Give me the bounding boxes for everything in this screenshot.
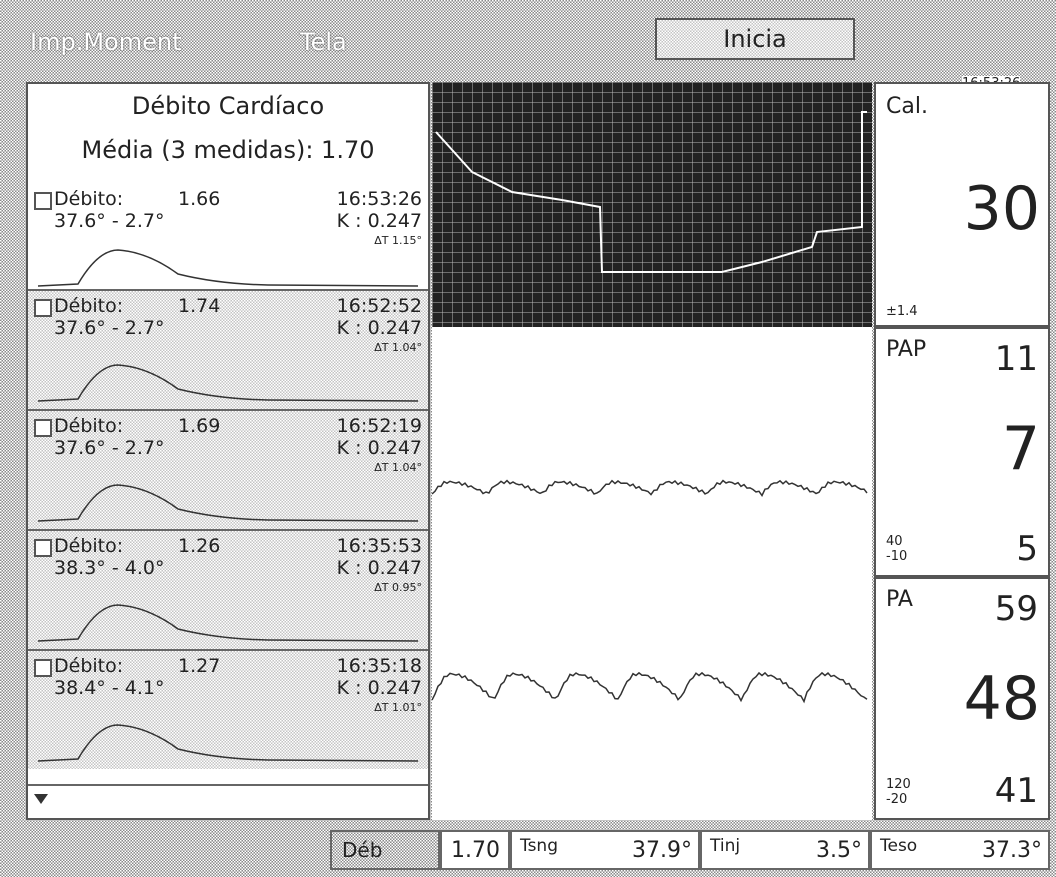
- entry-delta: ΔT 1.04°: [374, 461, 422, 474]
- measurement-entry: Débito: 1.26 16:35:53 38.3° - 4.0° K : 0.247…: [28, 529, 428, 649]
- cardiac-output-panel: Débito Cardíaco Média (3 medidas): 1.70 …: [26, 82, 430, 820]
- vital-label: PAP: [886, 337, 926, 362]
- vital-value: 30: [964, 174, 1040, 244]
- entry-delta: ΔT 0.95°: [374, 581, 422, 594]
- entry-label: Débito:: [54, 415, 123, 437]
- measurement-entry: Débito: 1.27 16:35:18 38.4° - 4.1° K : 0.247…: [28, 649, 428, 769]
- scale-top: 120: [886, 777, 911, 792]
- curve: [38, 485, 418, 521]
- entry-time: 16:35:18: [337, 655, 422, 677]
- vital-label: Cal.: [886, 94, 928, 119]
- pa-panel: PA 59 48 41 120 -20: [874, 577, 1050, 820]
- entry-value: 1.27: [178, 655, 220, 677]
- scroll-bar: [28, 784, 428, 820]
- status-value: 3.5°: [816, 838, 862, 863]
- status-label: Tinj: [710, 836, 740, 856]
- waveform-area: [432, 82, 872, 820]
- status-value: 37.3°: [982, 838, 1042, 863]
- entry-k: K : 0.247: [337, 677, 422, 699]
- entry-label: Débito:: [54, 535, 123, 557]
- status-field: Tsng 37.9°: [510, 830, 700, 870]
- status-value: 1.70: [440, 830, 510, 870]
- systolic: 59: [995, 589, 1038, 629]
- status-field: Tinj 3.5°: [700, 830, 870, 870]
- checkbox: [34, 299, 52, 317]
- start-button[interactable]: Inicia: [655, 18, 855, 60]
- entry-k: K : 0.247: [337, 210, 422, 232]
- thermal-curve-grid: [432, 82, 872, 327]
- thermodilution-curve: [28, 717, 428, 767]
- curve: [38, 605, 418, 641]
- checkbox: [34, 539, 52, 557]
- entry-delta: ΔT 1.01°: [374, 701, 422, 714]
- diastolic: 5: [1016, 529, 1038, 569]
- curve: [38, 250, 418, 286]
- entry-k: K : 0.247: [337, 437, 422, 459]
- entry-k: K : 0.247: [337, 317, 422, 339]
- diastolic: 41: [995, 771, 1038, 811]
- thermodilution-curve: [28, 597, 428, 647]
- thermodilution-curve: [28, 357, 428, 407]
- measurement-entry: Débito: 1.66 16:53:26 37.6° - 2.7° K : 0.247…: [28, 184, 428, 289]
- menu-item[interactable]: Imp.Moment: [30, 28, 181, 56]
- entry-delta: ΔT 1.04°: [374, 341, 422, 354]
- vital-note: ±1.4: [886, 304, 918, 319]
- status-label: Teso: [880, 836, 917, 856]
- entry-value: 1.74: [178, 295, 220, 317]
- status-value: 37.9°: [632, 838, 692, 863]
- entry-value: 1.69: [178, 415, 220, 437]
- entry-label: Débito:: [54, 188, 123, 210]
- curve: [38, 365, 418, 401]
- average: Média (3 medidas): 1.70: [28, 136, 428, 164]
- entry-label: Débito:: [54, 655, 123, 677]
- thermodilution-curve: [28, 477, 428, 527]
- measurement-entry: Débito: 1.74 16:52:52 37.6° - 2.7° K : 0.247…: [28, 289, 428, 409]
- entry-time: 16:52:52: [337, 295, 422, 317]
- scale-bottom: -20: [886, 792, 907, 807]
- checkbox: [34, 419, 52, 437]
- checkbox: [34, 659, 52, 677]
- cal-panel: Cal. 30 ±1.4: [874, 82, 1050, 327]
- scale-bottom: -10: [886, 549, 907, 564]
- entry-time: 16:52:19: [337, 415, 422, 437]
- thermodilution-curve: [28, 242, 428, 292]
- mean: 7: [1002, 414, 1040, 484]
- menu-item[interactable]: Tela: [300, 28, 347, 56]
- curve: [38, 725, 418, 761]
- entry-temps: 37.6° - 2.7°: [54, 210, 164, 232]
- checkbox: [34, 192, 52, 210]
- entry-temps: 38.4° - 4.1°: [54, 677, 164, 699]
- entry-time: 16:35:53: [337, 535, 422, 557]
- entry-temps: 38.3° - 4.0°: [54, 557, 164, 579]
- entry-label: Débito:: [54, 295, 123, 317]
- entry-temps: 37.6° - 2.7°: [54, 317, 164, 339]
- vital-label: PA: [886, 587, 913, 612]
- entry-value: 1.66: [178, 188, 220, 210]
- status-label: Déb: [330, 830, 440, 870]
- systolic: 11: [995, 339, 1038, 379]
- status-field: Teso 37.3°: [870, 830, 1050, 870]
- measurement-entry: Débito: 1.69 16:52:19 37.6° - 2.7° K : 0.247…: [28, 409, 428, 529]
- mean: 48: [964, 664, 1040, 734]
- scale-top: 40: [886, 534, 903, 549]
- entry-value: 1.26: [178, 535, 220, 557]
- status-label: Tsng: [520, 836, 558, 856]
- entry-k: K : 0.247: [337, 557, 422, 579]
- panel-title: Débito Cardíaco: [28, 92, 428, 120]
- monitor-screen: Imp.Moment Tela Inicia 16:53:26 Débito C…: [0, 0, 1056, 877]
- entry-temps: 37.6° - 2.7°: [54, 437, 164, 459]
- pap-panel: PAP 11 7 5 40 -10: [874, 327, 1050, 577]
- entry-time: 16:53:26: [337, 188, 422, 210]
- scroll-arrow[interactable]: [28, 786, 58, 816]
